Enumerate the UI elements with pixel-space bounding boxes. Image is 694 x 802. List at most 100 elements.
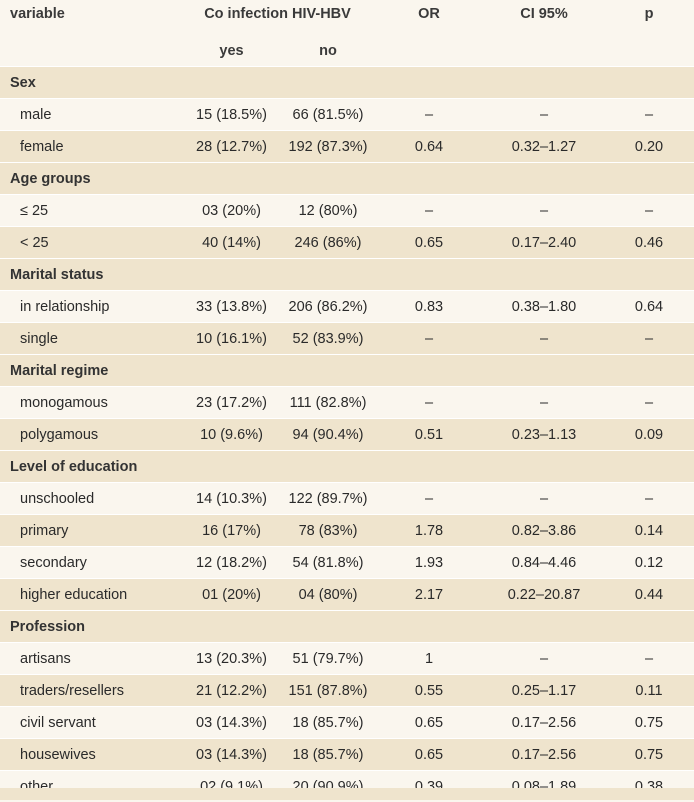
cell-p: 0.46	[604, 226, 694, 258]
table-header: variable Co infection HIV-HBV OR CI 95% …	[0, 0, 694, 66]
cell-or: 0.65	[374, 706, 484, 738]
cell-variable: monogamous	[0, 386, 181, 418]
cell-p: –	[604, 322, 694, 354]
group-title: Age groups	[0, 162, 694, 194]
cell-ci: –	[484, 386, 604, 418]
cell-ci: 0.32–1.27	[484, 130, 604, 162]
table-row: higher education 01 (20%) 04 (80%) 2.17 0.22…	[0, 578, 694, 610]
group-row: Marital status	[0, 258, 694, 290]
cell-no: 51 (79.7%)	[282, 642, 374, 674]
table-row: unschooled 14 (10.3%) 122 (89.7%) – – –	[0, 482, 694, 514]
cell-p: –	[604, 642, 694, 674]
cell-variable: ≤ 25	[0, 194, 181, 226]
cell-variable: higher education	[0, 578, 181, 610]
cell-or: –	[374, 98, 484, 130]
cell-or: 1.93	[374, 546, 484, 578]
table-row: secondary 12 (18.2%) 54 (81.8%) 1.93 0.84–4.…	[0, 546, 694, 578]
group-title: Sex	[0, 66, 694, 98]
header-no: no	[319, 43, 337, 59]
cell-yes: 03 (14.3%)	[181, 738, 282, 770]
cell-yes: 40 (14%)	[181, 226, 282, 258]
cell-yes: 10 (9.6%)	[181, 418, 282, 450]
cell-variable: unschooled	[0, 482, 181, 514]
cell-no: 151 (87.8%)	[282, 674, 374, 706]
cell-yes: 33 (13.8%)	[181, 290, 282, 322]
table-row: monogamous 23 (17.2%) 111 (82.8%) – – –	[0, 386, 694, 418]
table-row: primary 16 (17%) 78 (83%) 1.78 0.82–3.86 0.14	[0, 514, 694, 546]
cell-p: 0.11	[604, 674, 694, 706]
cell-ci: 0.84–4.46	[484, 546, 604, 578]
cell-or: –	[374, 482, 484, 514]
cell-no: 78 (83%)	[282, 514, 374, 546]
cell-yes: 12 (18.2%)	[181, 546, 282, 578]
cell-variable: secondary	[0, 546, 181, 578]
cell-p: 0.64	[604, 290, 694, 322]
cell-p: –	[604, 194, 694, 226]
cell-or: –	[374, 194, 484, 226]
cell-yes: 03 (20%)	[181, 194, 282, 226]
table-row: artisans 13 (20.3%) 51 (79.7%) 1– –	[0, 642, 694, 674]
cell-variable: male	[0, 98, 181, 130]
cell-ci: 0.22–20.87	[484, 578, 604, 610]
cell-ci: 0.17–2.56	[484, 738, 604, 770]
table-row: housewives 03 (14.3%) 18 (85.7%) 0.65 0.17–2…	[0, 738, 694, 770]
cell-p: 0.14	[604, 514, 694, 546]
group-title: Profession	[0, 610, 694, 642]
cell-or: 0.83	[374, 290, 484, 322]
cell-yes: 01 (20%)	[181, 578, 282, 610]
cell-or: 1.78	[374, 514, 484, 546]
cell-p: –	[604, 386, 694, 418]
cell-or: 0.55	[374, 674, 484, 706]
cell-no: 04 (80%)	[282, 578, 374, 610]
cell-variable: female	[0, 130, 181, 162]
group-row: Marital regime	[0, 354, 694, 386]
header-yes: yes	[219, 43, 244, 59]
table-row: polygamous 10 (9.6%) 94 (90.4%) 0.51 0.23–1.…	[0, 418, 694, 450]
header-coinfection: Co infection HIV-HBV	[204, 6, 351, 22]
cell-p: –	[604, 482, 694, 514]
cell-or: 0.65	[374, 226, 484, 258]
group-row: Sex	[0, 66, 694, 98]
table-bottom-stripe	[0, 788, 694, 800]
cell-variable: housewives	[0, 738, 181, 770]
header-or: OR	[418, 6, 440, 22]
cell-yes: 13 (20.3%)	[181, 642, 282, 674]
table-row: in relationship 33 (13.8%) 206 (86.2%) 0.83…	[0, 290, 694, 322]
cell-p: 0.75	[604, 738, 694, 770]
cell-no: 66 (81.5%)	[282, 98, 374, 130]
table-body: Sex male 15 (18.5%) 66 (81.5%) – – – female 28 (…	[0, 66, 694, 802]
cell-yes: 15 (18.5%)	[181, 98, 282, 130]
cell-ci: 0.25–1.17	[484, 674, 604, 706]
cell-ci: –	[484, 482, 604, 514]
cell-no: 94 (90.4%)	[282, 418, 374, 450]
cell-ci: –	[484, 194, 604, 226]
cell-no: 18 (85.7%)	[282, 706, 374, 738]
cell-yes: 21 (12.2%)	[181, 674, 282, 706]
cell-or: 1	[374, 642, 484, 674]
cell-p: 0.75	[604, 706, 694, 738]
table-row: ≤ 25 03 (20%) 12 (80%) – – –	[0, 194, 694, 226]
cell-yes: 28 (12.7%)	[181, 130, 282, 162]
cell-ci: –	[484, 322, 604, 354]
cell-variable: artisans	[0, 642, 181, 674]
cell-yes: 23 (17.2%)	[181, 386, 282, 418]
header-spacer	[374, 36, 484, 66]
cell-variable: traders/resellers	[0, 674, 181, 706]
cell-p: –	[604, 98, 694, 130]
group-title: Level of education	[0, 450, 694, 482]
cell-p: 0.20	[604, 130, 694, 162]
group-row: Profession	[0, 610, 694, 642]
cell-no: 12 (80%)	[282, 194, 374, 226]
cell-ci: –	[484, 98, 604, 130]
cell-no: 246 (86%)	[282, 226, 374, 258]
table-row: traders/resellers 21 (12.2%) 151 (87.8%) 0.…	[0, 674, 694, 706]
header-p: p	[644, 6, 654, 22]
cell-ci: 0.23–1.13	[484, 418, 604, 450]
cell-or: 0.64	[374, 130, 484, 162]
header-ci: CI 95%	[520, 6, 568, 22]
cell-p: 0.12	[604, 546, 694, 578]
cell-variable: primary	[0, 514, 181, 546]
cell-no: 52 (83.9%)	[282, 322, 374, 354]
